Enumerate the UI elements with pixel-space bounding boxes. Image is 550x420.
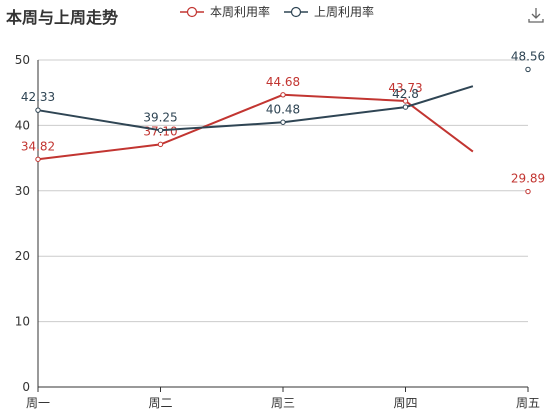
legend-label-this-week: 本周利用率 xyxy=(210,5,271,19)
y-tick-label: 40 xyxy=(15,118,30,132)
data-label: 48.56 xyxy=(511,49,545,63)
data-label: 40.48 xyxy=(266,102,300,116)
data-label: 42.33 xyxy=(21,90,55,104)
legend-label-last-week: 上周利用率 xyxy=(314,5,375,19)
x-tick-label: 周四 xyxy=(393,396,417,410)
data-point xyxy=(402,98,409,104)
series-line-0 xyxy=(37,93,474,161)
data-label: 39.25 xyxy=(143,110,177,124)
data-point xyxy=(157,127,164,134)
y-tick-label: 50 xyxy=(15,53,30,67)
y-tick-label: 10 xyxy=(15,315,30,329)
data-label: 43.73 xyxy=(388,81,422,95)
data-point xyxy=(157,141,164,148)
x-tick-label: 周三 xyxy=(271,396,295,410)
chart-legend: 本周利用率 上周利用率 xyxy=(180,3,374,20)
data-point xyxy=(280,119,286,125)
legend-swatch-last-week xyxy=(284,6,309,17)
download-icon[interactable] xyxy=(527,6,545,24)
data-label: 29.89 xyxy=(511,172,545,186)
x-tick-label: 周一 xyxy=(26,396,50,410)
data-point xyxy=(525,66,531,73)
x-tick-label: 周二 xyxy=(148,396,172,410)
chart-title: 本周与上周走势 xyxy=(6,8,119,27)
data-label: 34.82 xyxy=(21,139,55,153)
y-tick-label: 20 xyxy=(15,249,30,263)
y-tick-label: 0 xyxy=(22,380,30,394)
data-point xyxy=(35,156,41,162)
data-point xyxy=(525,188,531,195)
data-point xyxy=(402,104,409,110)
legend-item-last-week[interactable]: 上周利用率 xyxy=(284,3,374,20)
data-label: 44.68 xyxy=(266,75,300,89)
data-point xyxy=(35,107,41,113)
x-tick-label: 周五 xyxy=(516,396,540,410)
data-label: 37.10 xyxy=(143,124,177,138)
data-point xyxy=(280,92,286,98)
y-tick-label: 30 xyxy=(15,184,30,198)
series-line-1 xyxy=(37,85,474,132)
data-label: 42.8 xyxy=(392,87,419,101)
legend-swatch-this-week xyxy=(180,6,204,17)
legend-item-this-week[interactable]: 本周利用率 xyxy=(180,3,270,20)
